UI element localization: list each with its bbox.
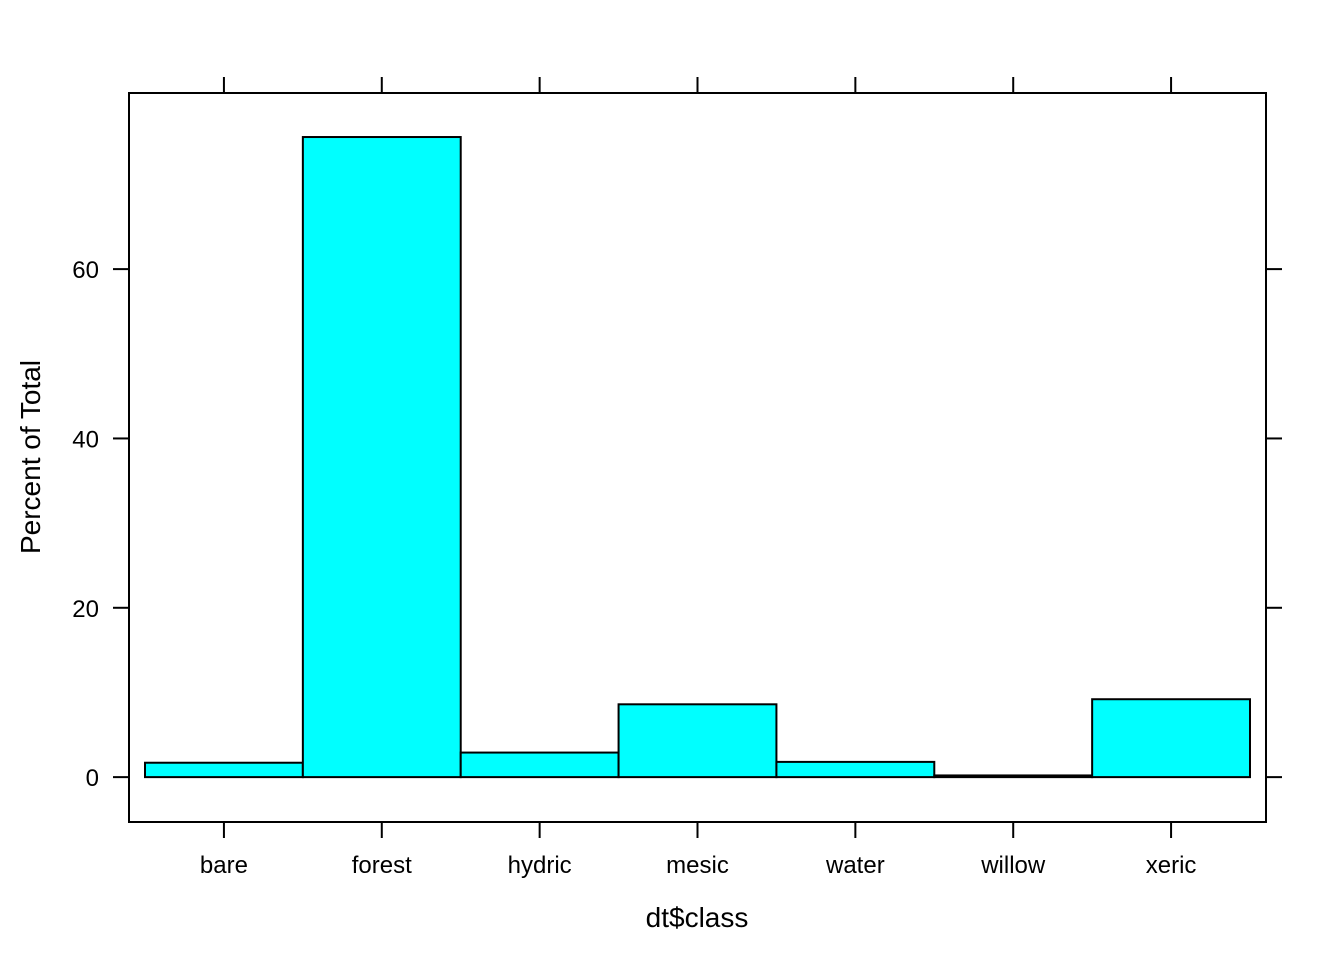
x-tick-label: mesic — [666, 852, 729, 879]
y-tick-label: 40 — [72, 426, 99, 453]
y-tick-label: 60 — [72, 257, 99, 284]
y-tick-label: 20 — [72, 596, 99, 623]
y-axis: 0 20 40 60 — [72, 257, 1282, 792]
bar-water — [775, 760, 936, 779]
y-tick-label: 0 — [86, 765, 99, 792]
x-tick-label: bare — [200, 852, 248, 879]
x-tick-label: forest — [352, 852, 412, 879]
bar-xeric — [1091, 698, 1251, 779]
bar-hydric — [459, 751, 620, 779]
y-axis-title: Percent of Total — [15, 360, 46, 554]
x-tick-label: hydric — [508, 852, 572, 879]
bar-willow — [933, 774, 1094, 779]
x-tick-label: water — [825, 852, 885, 879]
x-tick-label: willow — [980, 852, 1046, 879]
bar-forest — [301, 136, 462, 779]
bar-mesic — [617, 703, 778, 779]
bar-bare — [144, 761, 304, 779]
x-axis-title: dt$class — [646, 902, 749, 933]
x-axis: bare forest hydric mesic water willow xeric — [200, 77, 1197, 879]
x-tick-label: xeric — [1146, 852, 1197, 879]
bars — [144, 136, 1251, 779]
